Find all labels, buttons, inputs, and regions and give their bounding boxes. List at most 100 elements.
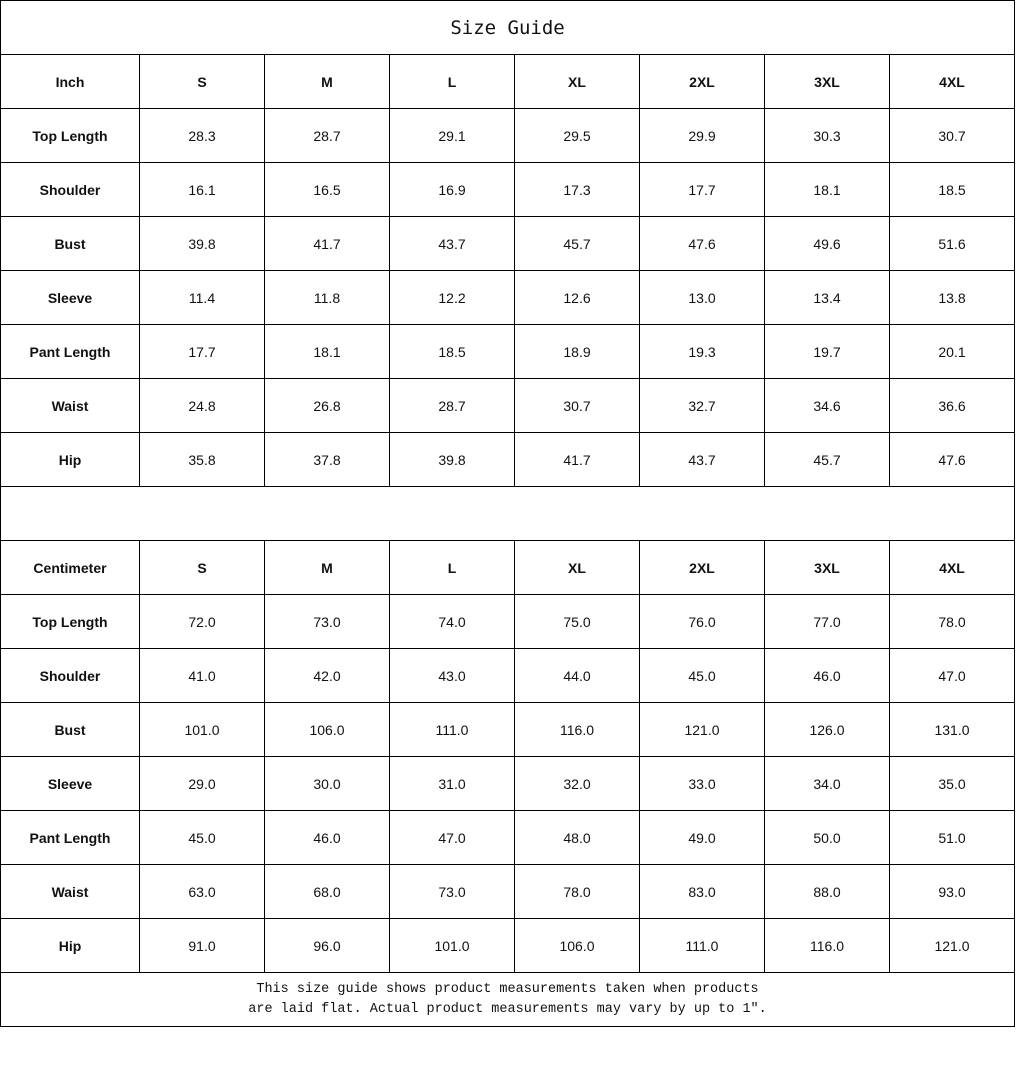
measurement-cell: 13.8 — [888, 270, 1016, 325]
size-header: XL — [514, 54, 640, 109]
measurement-cell: 48.0 — [514, 810, 640, 865]
measurement-cell: 76.0 — [639, 594, 765, 649]
unit-header: Centimeter — [0, 540, 140, 595]
measurement-cell: 111.0 — [389, 702, 515, 757]
table-row: Top Length 28.3 28.7 29.1 29.5 29.9 30.3 30.7 — [0, 108, 1016, 163]
measurement-cell: 74.0 — [389, 594, 515, 649]
measurement-cell: 11.4 — [139, 270, 265, 325]
table-row: Shoulder 16.1 16.5 16.9 17.3 17.7 18.1 18.5 — [0, 162, 1016, 217]
measurement-cell: 34.6 — [764, 378, 890, 433]
measurement-cell: 47.0 — [888, 648, 1016, 703]
row-label: Pant Length — [0, 810, 140, 865]
measurement-cell: 29.9 — [639, 108, 765, 163]
table-row: Waist 24.8 26.8 28.7 30.7 32.7 34.6 36.6 — [0, 378, 1016, 433]
measurement-cell: 131.0 — [888, 702, 1016, 757]
measurement-cell: 28.3 — [139, 108, 265, 163]
measurement-cell: 16.9 — [389, 162, 515, 217]
measurement-cell: 32.0 — [514, 756, 640, 811]
measurement-cell: 78.0 — [514, 864, 640, 919]
measurement-cell: 49.6 — [764, 216, 890, 271]
measurement-cell: 121.0 — [888, 918, 1016, 973]
measurement-cell: 83.0 — [639, 864, 765, 919]
size-header: M — [264, 540, 390, 595]
size-header: S — [139, 54, 265, 109]
measurement-cell: 73.0 — [264, 594, 390, 649]
measurement-cell: 51.6 — [888, 216, 1016, 271]
measurement-cell: 13.0 — [639, 270, 765, 325]
footnote: This size guide shows product measuremen… — [0, 972, 1016, 1027]
title-row: Size Guide — [0, 0, 1016, 55]
measurement-cell: 68.0 — [264, 864, 390, 919]
measurement-cell: 47.0 — [389, 810, 515, 865]
note-row: This size guide shows product measuremen… — [0, 972, 1016, 1027]
header-row: Centimeter S M L XL 2XL 3XL 4XL — [0, 540, 1016, 595]
measurement-cell: 18.5 — [888, 162, 1016, 217]
header-row: Inch S M L XL 2XL 3XL 4XL — [0, 54, 1016, 109]
size-header: 3XL — [764, 540, 890, 595]
measurement-cell: 30.0 — [264, 756, 390, 811]
size-header: 2XL — [639, 54, 765, 109]
measurement-cell: 31.0 — [389, 756, 515, 811]
measurement-cell: 33.0 — [639, 756, 765, 811]
table-row: Sleeve 29.0 30.0 31.0 32.0 33.0 34.0 35.0 — [0, 756, 1016, 811]
measurement-cell: 30.7 — [888, 108, 1016, 163]
measurement-cell: 41.7 — [264, 216, 390, 271]
row-label: Waist — [0, 378, 140, 433]
measurement-cell: 93.0 — [888, 864, 1016, 919]
footnote-line-1: This size guide shows product measuremen… — [256, 981, 759, 997]
row-label: Shoulder — [0, 162, 140, 217]
measurement-cell: 49.0 — [639, 810, 765, 865]
measurement-cell: 45.0 — [639, 648, 765, 703]
measurement-cell: 24.8 — [139, 378, 265, 433]
measurement-cell: 19.3 — [639, 324, 765, 379]
row-label: Sleeve — [0, 270, 140, 325]
measurement-cell: 11.8 — [264, 270, 390, 325]
row-label: Sleeve — [0, 756, 140, 811]
measurement-cell: 16.1 — [139, 162, 265, 217]
measurement-cell: 42.0 — [264, 648, 390, 703]
row-label: Bust — [0, 702, 140, 757]
measurement-cell: 111.0 — [639, 918, 765, 973]
measurement-cell: 88.0 — [764, 864, 890, 919]
table-row: Shoulder 41.0 42.0 43.0 44.0 45.0 46.0 47.0 — [0, 648, 1016, 703]
measurement-cell: 116.0 — [764, 918, 890, 973]
measurement-cell: 35.0 — [888, 756, 1016, 811]
table-row: Sleeve 11.4 11.8 12.2 12.6 13.0 13.4 13.8 — [0, 270, 1016, 325]
measurement-cell: 72.0 — [139, 594, 265, 649]
measurement-cell: 43.7 — [389, 216, 515, 271]
measurement-cell: 20.1 — [888, 324, 1016, 379]
size-header: L — [389, 54, 515, 109]
measurement-cell: 32.7 — [639, 378, 765, 433]
row-label: Top Length — [0, 594, 140, 649]
measurement-cell: 17.3 — [514, 162, 640, 217]
measurement-cell: 51.0 — [888, 810, 1016, 865]
measurement-cell: 46.0 — [764, 648, 890, 703]
size-header: L — [389, 540, 515, 595]
measurement-cell: 36.6 — [888, 378, 1016, 433]
footnote-line-2: are laid flat. Actual product measuremen… — [248, 1001, 767, 1017]
measurement-cell: 29.0 — [139, 756, 265, 811]
measurement-cell: 44.0 — [514, 648, 640, 703]
table-row: Bust 39.8 41.7 43.7 45.7 47.6 49.6 51.6 — [0, 216, 1016, 271]
measurement-cell: 63.0 — [139, 864, 265, 919]
measurement-cell: 77.0 — [764, 594, 890, 649]
measurement-cell: 29.5 — [514, 108, 640, 163]
measurement-cell: 47.6 — [639, 216, 765, 271]
measurement-cell: 19.7 — [764, 324, 890, 379]
measurement-cell: 43.0 — [389, 648, 515, 703]
measurement-cell: 47.6 — [888, 432, 1016, 487]
table-row: Pant Length 45.0 46.0 47.0 48.0 49.0 50.0 51.0 — [0, 810, 1016, 865]
measurement-cell: 26.8 — [264, 378, 390, 433]
measurement-cell: 28.7 — [389, 378, 515, 433]
measurement-cell: 91.0 — [139, 918, 265, 973]
size-header: 2XL — [639, 540, 765, 595]
measurement-cell: 50.0 — [764, 810, 890, 865]
measurement-cell: 35.8 — [139, 432, 265, 487]
measurement-cell: 41.0 — [139, 648, 265, 703]
measurement-cell: 101.0 — [389, 918, 515, 973]
measurement-cell: 37.8 — [264, 432, 390, 487]
measurement-cell: 101.0 — [139, 702, 265, 757]
row-label: Pant Length — [0, 324, 140, 379]
measurement-cell: 43.7 — [639, 432, 765, 487]
page-title: Size Guide — [0, 0, 1016, 55]
